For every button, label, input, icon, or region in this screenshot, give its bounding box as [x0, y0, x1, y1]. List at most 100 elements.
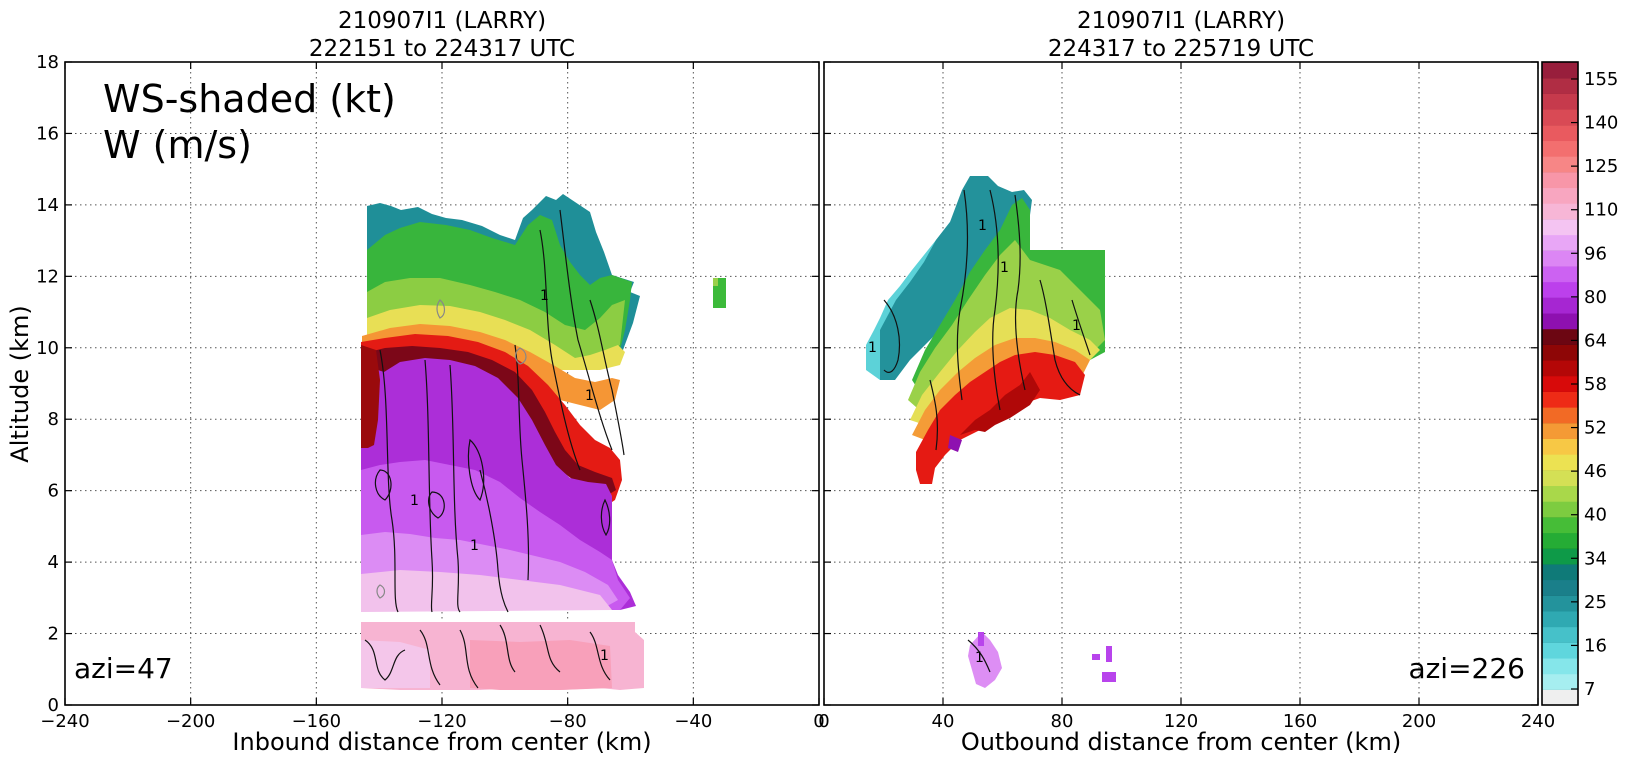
left-ticks: −240 −200 −160 −120 −80 −40 0 0 2 4 6 8 10 12 14 16 18 [36, 52, 825, 732]
colorbar-block [1542, 516, 1578, 534]
colorbar-block [1542, 171, 1578, 189]
colorbar-block [1542, 626, 1578, 643]
colorbar-label: 110 [1584, 200, 1618, 221]
left-azi-label: azi=47 [74, 652, 173, 685]
colorbar-label: 64 [1584, 330, 1607, 351]
colorbar-label: 46 [1584, 461, 1607, 482]
colorbar-label: 155 [1584, 69, 1618, 90]
colorbar-label: 52 [1584, 418, 1607, 439]
colorbar-block [1542, 657, 1578, 675]
x-tick-label: 240 [1521, 711, 1555, 732]
right-panel: 210907I1 (LARRY) 224317 to 225719 UTC [818, 8, 1555, 756]
colorbar-block [1542, 218, 1578, 236]
y-tick-label: 12 [36, 266, 59, 287]
left-shade-lowband-deep [470, 640, 612, 690]
right-shade-small-purple-2 [1106, 646, 1112, 662]
right-x-axis-label: Outbound distance from center (km) [961, 728, 1401, 756]
colorbar-block [1542, 203, 1578, 220]
colorbar-block [1542, 265, 1578, 283]
y-tick-label: 4 [48, 552, 59, 573]
colorbar-label: 40 [1584, 505, 1607, 526]
colorbar-label: 58 [1584, 374, 1607, 395]
colorbar: 7 16 25 34 40 46 52 58 64 80 96 110 125 140 155 [1541, 61, 1618, 706]
y-tick-label: 0 [48, 695, 59, 716]
right-shade-purple-patch [948, 435, 962, 452]
colorbar-block [1542, 610, 1578, 628]
y-tick-label: 8 [48, 409, 59, 430]
colorbar-label: 7 [1584, 679, 1595, 700]
y-tick-label: 14 [36, 195, 59, 216]
colorbar-block [1542, 187, 1578, 204]
right-shade-small-purple-1 [1092, 654, 1100, 660]
left-shade-pink-upper [361, 570, 612, 612]
colorbar-block [1542, 642, 1578, 659]
y-tick-label: 16 [36, 123, 59, 144]
colorbar-block [1542, 422, 1578, 439]
x-tick-label: 200 [1402, 711, 1436, 732]
y-tick-label: 6 [48, 481, 59, 502]
x-tick-label: −200 [166, 711, 215, 732]
colorbar-label: 96 [1584, 243, 1607, 264]
right-shade-darkred [960, 372, 1040, 435]
colorbar-label: 140 [1584, 113, 1618, 134]
colorbar-block [1542, 156, 1578, 173]
left-w-contours [364, 209, 625, 689]
left-shade-patch-small [713, 278, 718, 286]
left-title-line1: 210907I1 (LARRY) [338, 8, 546, 34]
left-contour-label: 1 [410, 493, 419, 509]
colorbar-block [1542, 281, 1578, 298]
colorbar-labels: 7 16 25 34 40 46 52 58 64 80 96 110 125 140 155 [1571, 69, 1618, 700]
legend-line2: W (m/s) [103, 123, 252, 167]
y-axis-label: Altitude (km) [6, 305, 34, 462]
left-contour-label: 1 [600, 648, 609, 664]
colorbar-block [1542, 297, 1578, 314]
right-wind-shading [866, 176, 1116, 688]
x-tick-label: −160 [292, 711, 341, 732]
left-contour-label: 1 [585, 388, 594, 404]
left-panel: 210907I1 (LARRY) 222151 to 224317 UTC [6, 8, 825, 756]
colorbar-block [1542, 375, 1578, 392]
colorbar-block [1542, 344, 1578, 361]
right-contour-label: 1 [1072, 318, 1081, 334]
colorbar-block [1542, 124, 1578, 142]
left-contour-label: 1 [470, 538, 479, 554]
colorbar-blocks [1542, 61, 1578, 706]
colorbar-block [1542, 532, 1578, 549]
colorbar-block [1542, 359, 1578, 377]
colorbar-block [1542, 140, 1578, 157]
colorbar-block [1542, 109, 1578, 126]
right-ticks: 0 40 80 120 160 200 240 [818, 61, 1555, 732]
x-tick-label: 0 [818, 711, 829, 732]
left-x-axis-label: Inbound distance from center (km) [232, 728, 651, 756]
y-tick-label: 2 [48, 624, 59, 645]
right-title-line2: 224317 to 225719 UTC [1048, 36, 1314, 62]
left-shade-lowband-light [361, 640, 430, 688]
left-wind-shading [361, 194, 726, 690]
x-tick-label: −40 [674, 711, 712, 732]
colorbar-block [1542, 328, 1578, 345]
colorbar-block [1542, 391, 1578, 408]
colorbar-block [1542, 234, 1578, 251]
right-shade-small-purple-3 [1102, 672, 1116, 682]
colorbar-label: 125 [1584, 156, 1618, 177]
left-shade-edge [361, 345, 380, 448]
x-tick-label: −240 [40, 711, 89, 732]
colorbar-block [1542, 438, 1578, 455]
legend-line1: WS-shaded (kt) [103, 77, 396, 121]
right-shade-low-purple [978, 632, 984, 646]
right-contour-labels: 1 1 1 1 1 [868, 218, 1081, 666]
colorbar-block [1542, 485, 1578, 502]
x-tick-label: −80 [549, 711, 587, 732]
colorbar-label: 16 [1584, 635, 1607, 656]
right-title-line1: 210907I1 (LARRY) [1077, 8, 1285, 34]
left-title-line2: 222151 to 224317 UTC [309, 36, 575, 62]
left-contour-label: 1 [540, 288, 549, 304]
x-tick-label: −120 [417, 711, 466, 732]
x-tick-label: 40 [932, 711, 955, 732]
colorbar-block [1542, 501, 1578, 518]
x-tick-label: 0 [813, 711, 824, 732]
right-contour-label: 1 [975, 650, 984, 666]
colorbar-block [1542, 62, 1578, 79]
right-contour-label: 1 [1000, 260, 1009, 276]
